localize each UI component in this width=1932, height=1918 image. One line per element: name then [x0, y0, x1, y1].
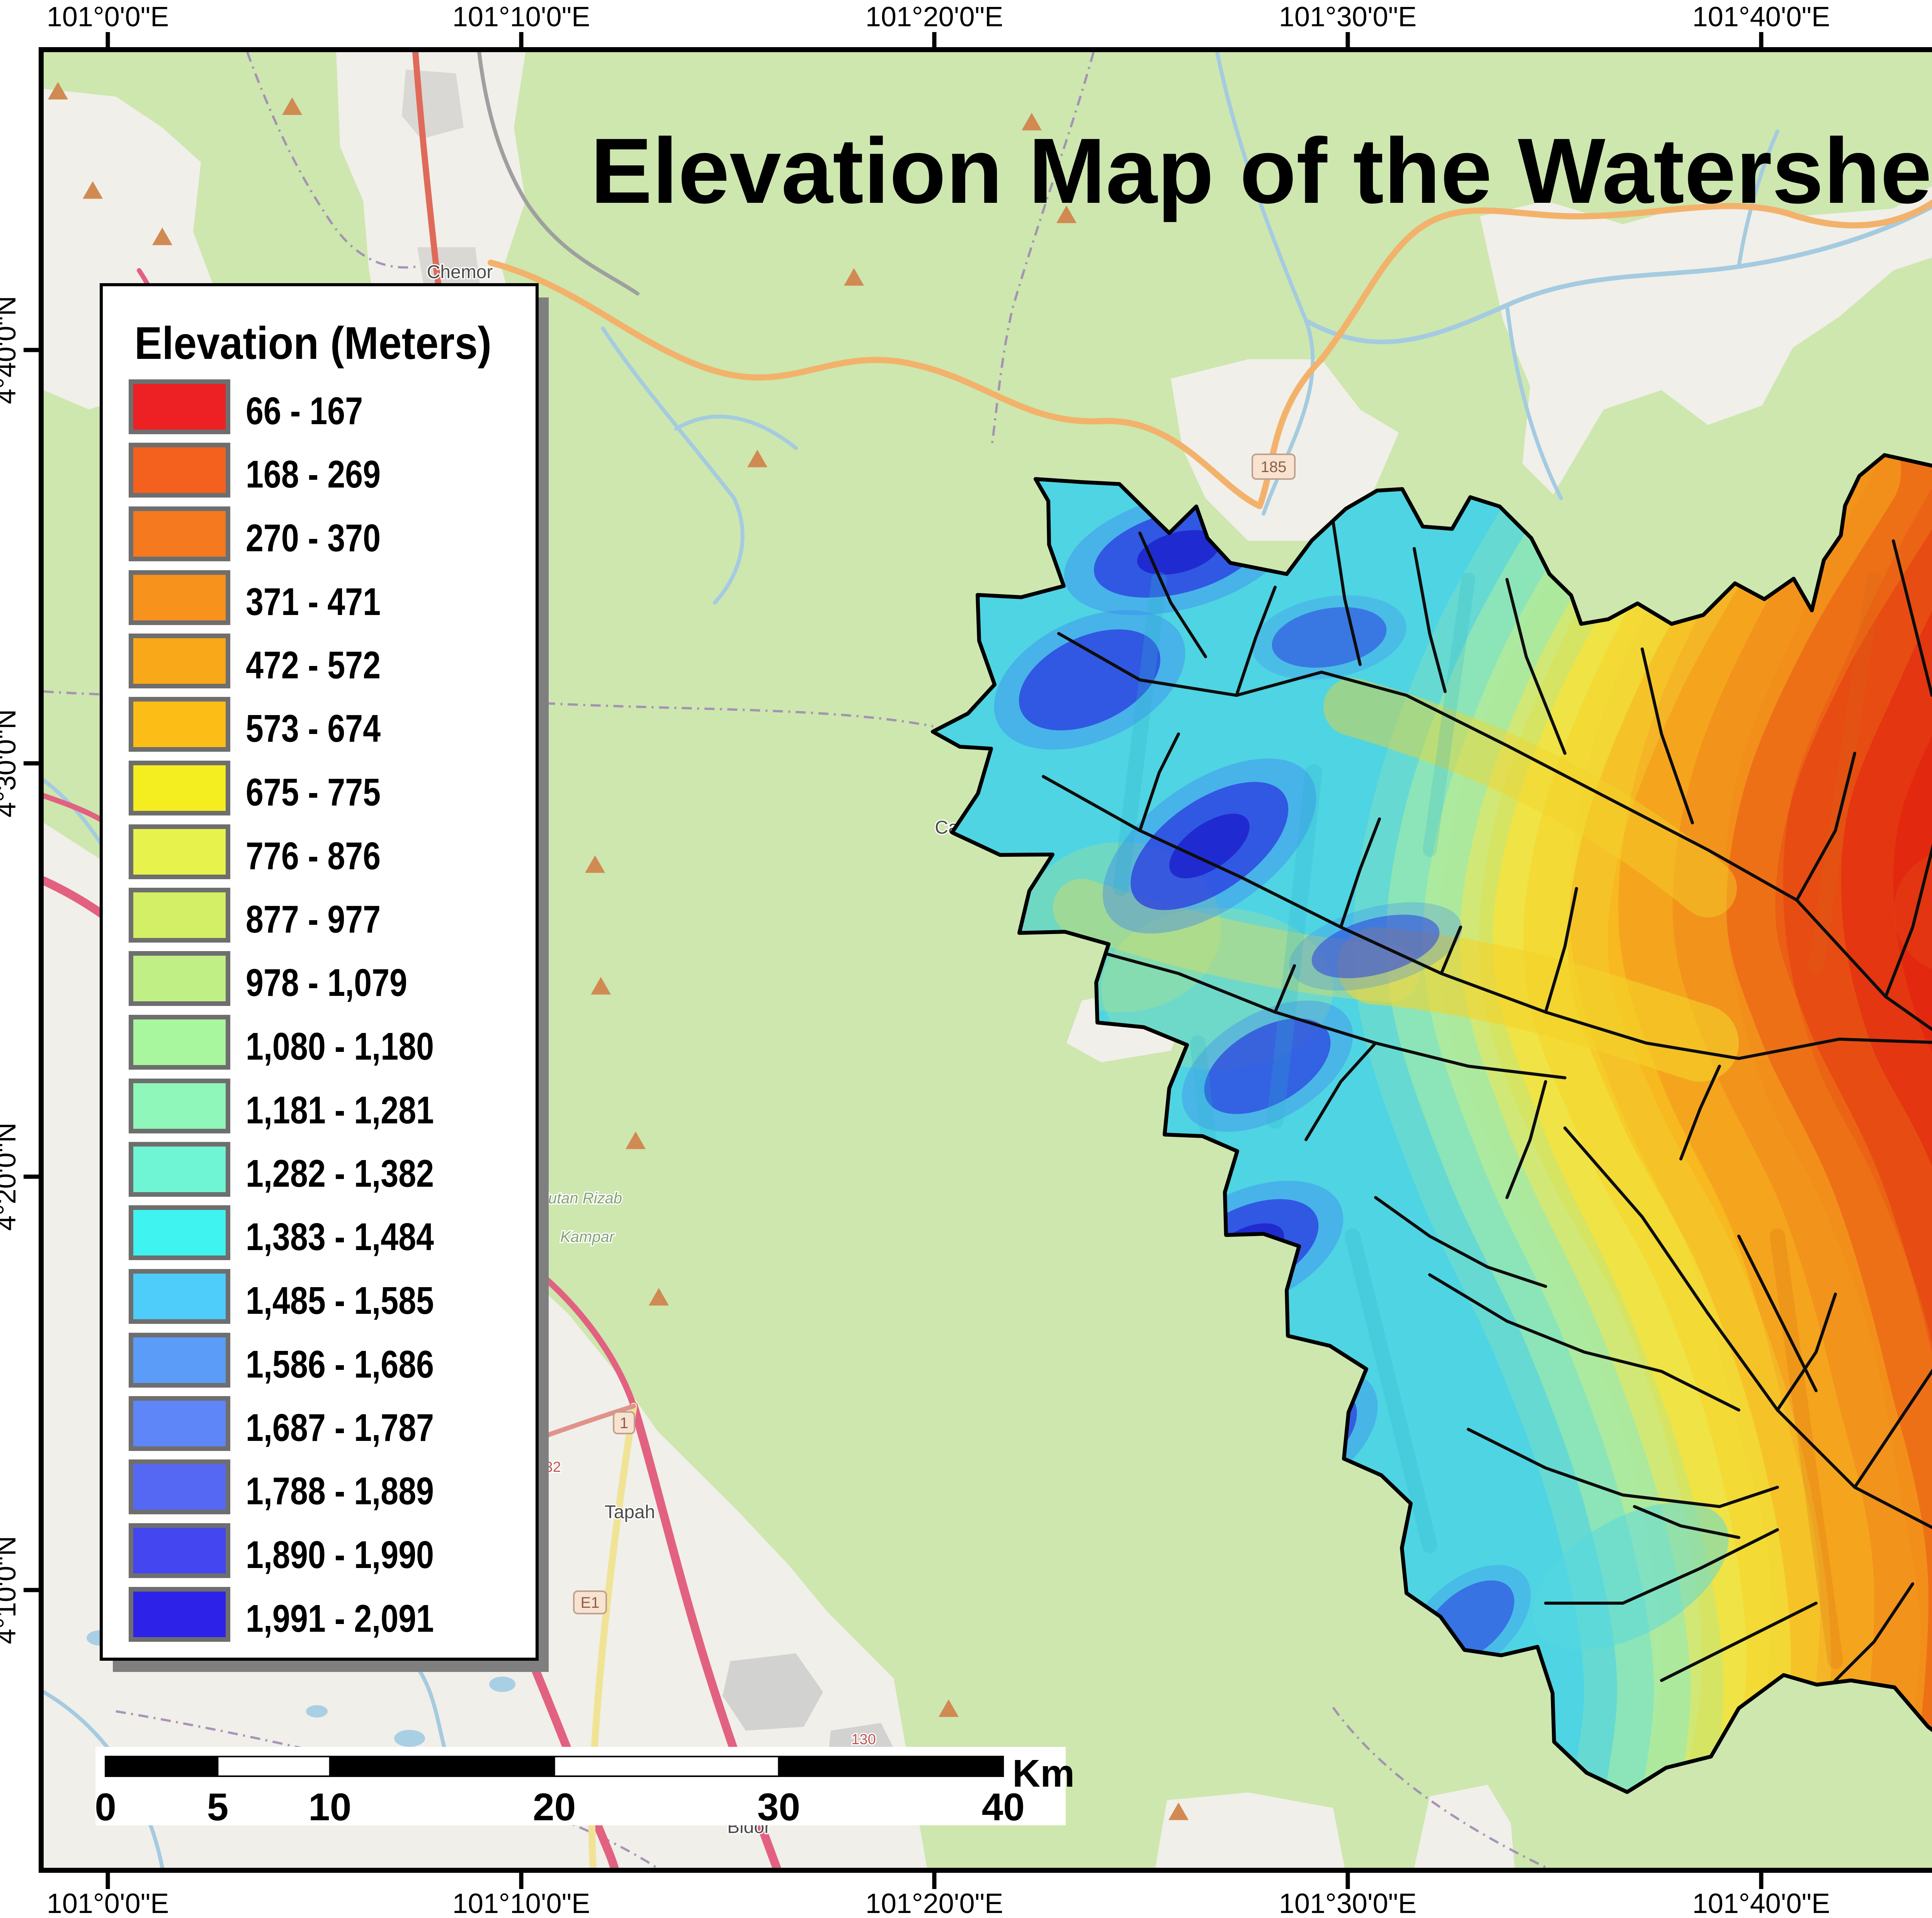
svg-text:20: 20: [533, 1785, 576, 1829]
svg-text:1,586 - 1,686: 1,586 - 1,686: [246, 1343, 434, 1386]
svg-text:573 - 674: 573 - 674: [246, 707, 381, 750]
svg-text:4°30'0"N: 4°30'0"N: [0, 709, 22, 817]
svg-text:101°10'0"E: 101°10'0"E: [452, 1888, 590, 1916]
svg-text:1,383 - 1,484: 1,383 - 1,484: [246, 1215, 434, 1259]
svg-text:270 - 370: 270 - 370: [246, 516, 381, 560]
svg-text:1,991 - 2,091: 1,991 - 2,091: [246, 1597, 434, 1640]
svg-text:66 - 167: 66 - 167: [246, 389, 363, 433]
svg-text:101°40'0"E: 101°40'0"E: [1692, 2, 1830, 32]
svg-text:101°30'0"E: 101°30'0"E: [1279, 2, 1417, 32]
svg-text:1,080 - 1,180: 1,080 - 1,180: [246, 1025, 434, 1068]
svg-text:Elevation Map of the Watershed: Elevation Map of the Watershed: [590, 119, 1932, 223]
svg-text:Hutan Rizab: Hutan Rizab: [537, 1190, 622, 1207]
svg-text:1: 1: [620, 1415, 628, 1432]
svg-text:Chemor: Chemor: [427, 262, 493, 282]
svg-text:101°0'0"E: 101°0'0"E: [47, 2, 169, 32]
svg-text:472 - 572: 472 - 572: [246, 644, 381, 687]
svg-text:675 - 775: 675 - 775: [246, 771, 381, 814]
svg-text:101°20'0"E: 101°20'0"E: [866, 2, 1003, 32]
svg-text:4°10'0"N: 4°10'0"N: [0, 1536, 22, 1644]
svg-text:1,485 - 1,585: 1,485 - 1,585: [246, 1279, 434, 1322]
svg-text:101°0'0"E: 101°0'0"E: [47, 1888, 169, 1916]
svg-text:130: 130: [851, 1731, 876, 1748]
svg-text:5: 5: [207, 1785, 229, 1829]
svg-text:1,687 - 1,787: 1,687 - 1,787: [246, 1406, 434, 1449]
svg-text:30: 30: [757, 1785, 800, 1829]
svg-text:Kampar: Kampar: [560, 1228, 615, 1245]
svg-text:1,282 - 1,382: 1,282 - 1,382: [246, 1152, 434, 1195]
svg-text:10: 10: [308, 1785, 351, 1829]
svg-text:1,788 - 1,889: 1,788 - 1,889: [246, 1470, 434, 1513]
svg-text:371 - 471: 371 - 471: [246, 580, 381, 623]
svg-text:Elevation (Meters): Elevation (Meters): [134, 318, 492, 369]
svg-text:1,181 - 1,281: 1,181 - 1,281: [246, 1089, 434, 1132]
svg-text:4°40'0"N: 4°40'0"N: [0, 296, 22, 404]
svg-text:Km: Km: [1012, 1752, 1075, 1795]
svg-text:101°30'0"E: 101°30'0"E: [1279, 1888, 1417, 1916]
svg-text:877 - 977: 877 - 977: [246, 898, 381, 941]
svg-text:776 - 876: 776 - 876: [246, 834, 381, 878]
svg-text:0: 0: [95, 1785, 116, 1829]
svg-text:101°40'0"E: 101°40'0"E: [1692, 1888, 1830, 1916]
svg-text:978 - 1,079: 978 - 1,079: [246, 961, 407, 1004]
svg-text:Tapah: Tapah: [605, 1502, 655, 1522]
svg-text:101°10'0"E: 101°10'0"E: [452, 2, 590, 32]
svg-text:4°20'0"N: 4°20'0"N: [0, 1123, 22, 1231]
svg-text:E1: E1: [581, 1594, 600, 1611]
svg-text:168 - 269: 168 - 269: [246, 453, 381, 496]
svg-text:1,890 - 1,990: 1,890 - 1,990: [246, 1533, 434, 1577]
svg-text:101°20'0"E: 101°20'0"E: [866, 1888, 1003, 1916]
svg-text:185: 185: [1261, 459, 1287, 476]
